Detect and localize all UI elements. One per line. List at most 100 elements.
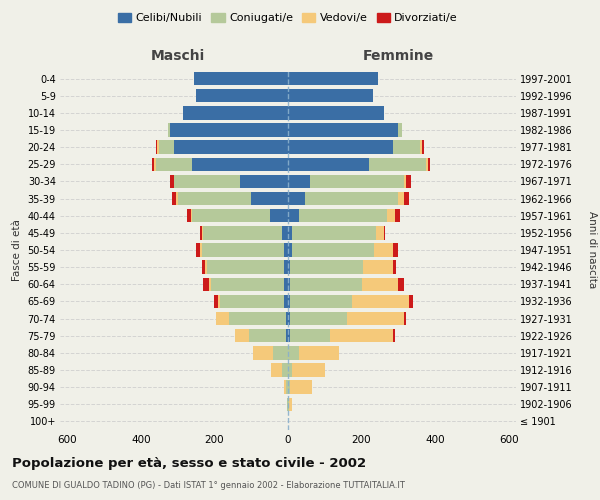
Bar: [288, 124, 398, 136]
Bar: [207, 260, 284, 274]
Bar: [406, 174, 411, 188]
Bar: [283, 226, 288, 239]
Legend: Celibi/Nubili, Coniugati/e, Vedovi/e, Divorziati/e: Celibi/Nubili, Coniugati/e, Vedovi/e, Di…: [113, 8, 463, 28]
Bar: [347, 312, 404, 326]
Bar: [284, 244, 288, 256]
Bar: [421, 140, 422, 154]
Bar: [299, 209, 387, 222]
Bar: [183, 106, 288, 120]
Bar: [404, 192, 409, 205]
Bar: [376, 226, 383, 239]
Bar: [428, 158, 430, 171]
Bar: [299, 346, 340, 360]
Bar: [200, 226, 202, 239]
Bar: [288, 278, 290, 291]
Bar: [286, 380, 288, 394]
Bar: [292, 364, 325, 376]
Bar: [191, 209, 193, 222]
Bar: [288, 106, 383, 120]
Bar: [194, 72, 288, 86]
Bar: [284, 380, 286, 394]
Bar: [283, 364, 288, 376]
Bar: [288, 294, 290, 308]
Bar: [176, 192, 178, 205]
Bar: [170, 174, 174, 188]
Bar: [205, 260, 207, 274]
Bar: [288, 260, 290, 274]
Bar: [200, 244, 202, 256]
Bar: [362, 278, 398, 291]
Bar: [288, 380, 290, 394]
Bar: [172, 192, 176, 205]
Bar: [426, 158, 428, 171]
Bar: [187, 209, 191, 222]
Bar: [288, 364, 292, 376]
Bar: [409, 294, 413, 308]
Bar: [209, 278, 211, 291]
Bar: [240, 174, 288, 188]
Bar: [292, 244, 374, 256]
Bar: [290, 278, 362, 291]
Bar: [305, 192, 398, 205]
Bar: [203, 278, 209, 291]
Bar: [214, 294, 218, 308]
Bar: [196, 244, 200, 256]
Text: Popolazione per età, sesso e stato civile - 2002: Popolazione per età, sesso e stato civil…: [12, 458, 366, 470]
Bar: [393, 244, 398, 256]
Bar: [288, 312, 290, 326]
Bar: [174, 174, 240, 188]
Bar: [398, 192, 404, 205]
Bar: [290, 260, 364, 274]
Bar: [398, 278, 404, 291]
Bar: [288, 89, 373, 102]
Bar: [369, 158, 426, 171]
Bar: [288, 346, 299, 360]
Bar: [196, 89, 288, 102]
Bar: [286, 312, 288, 326]
Bar: [269, 209, 288, 222]
Bar: [422, 140, 424, 154]
Bar: [193, 158, 288, 171]
Bar: [273, 346, 288, 360]
Bar: [290, 294, 352, 308]
Bar: [169, 124, 170, 136]
Text: Femmine: Femmine: [362, 48, 434, 62]
Bar: [288, 226, 292, 239]
Bar: [404, 312, 406, 326]
Bar: [288, 72, 378, 86]
Bar: [289, 398, 292, 411]
Bar: [235, 329, 250, 342]
Bar: [218, 294, 220, 308]
Bar: [155, 140, 157, 154]
Bar: [288, 192, 305, 205]
Bar: [292, 226, 376, 239]
Bar: [364, 260, 393, 274]
Bar: [310, 174, 404, 188]
Bar: [288, 174, 310, 188]
Bar: [174, 140, 288, 154]
Bar: [383, 226, 385, 239]
Bar: [287, 398, 288, 411]
Bar: [290, 380, 312, 394]
Bar: [393, 140, 421, 154]
Bar: [211, 278, 284, 291]
Bar: [393, 329, 395, 342]
Bar: [220, 294, 284, 308]
Bar: [229, 312, 286, 326]
Bar: [154, 158, 155, 171]
Bar: [288, 398, 289, 411]
Bar: [284, 278, 288, 291]
Bar: [330, 329, 393, 342]
Bar: [288, 158, 369, 171]
Bar: [202, 260, 205, 274]
Bar: [374, 244, 393, 256]
Bar: [253, 346, 273, 360]
Bar: [271, 364, 283, 376]
Bar: [352, 294, 409, 308]
Bar: [404, 174, 406, 188]
Text: COMUNE DI GUALDO TADINO (PG) - Dati ISTAT 1° gennaio 2002 - Elaborazione TUTTAIT: COMUNE DI GUALDO TADINO (PG) - Dati ISTA…: [12, 481, 405, 490]
Bar: [203, 226, 283, 239]
Bar: [216, 312, 229, 326]
Bar: [202, 226, 203, 239]
Bar: [178, 192, 251, 205]
